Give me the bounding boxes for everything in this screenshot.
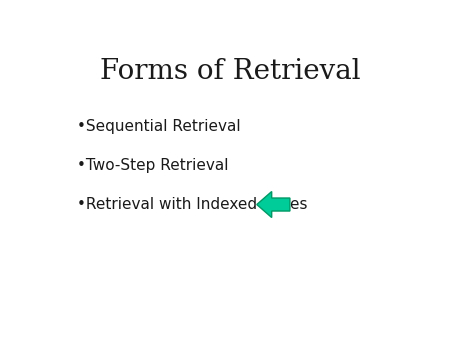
Text: •Two-Step Retrieval: •Two-Step Retrieval xyxy=(77,158,229,173)
Text: •Sequential Retrieval: •Sequential Retrieval xyxy=(77,119,241,134)
Text: Forms of Retrieval: Forms of Retrieval xyxy=(100,58,361,85)
Polygon shape xyxy=(257,192,290,218)
Text: •Retrieval with Indexed Cases: •Retrieval with Indexed Cases xyxy=(77,197,308,212)
